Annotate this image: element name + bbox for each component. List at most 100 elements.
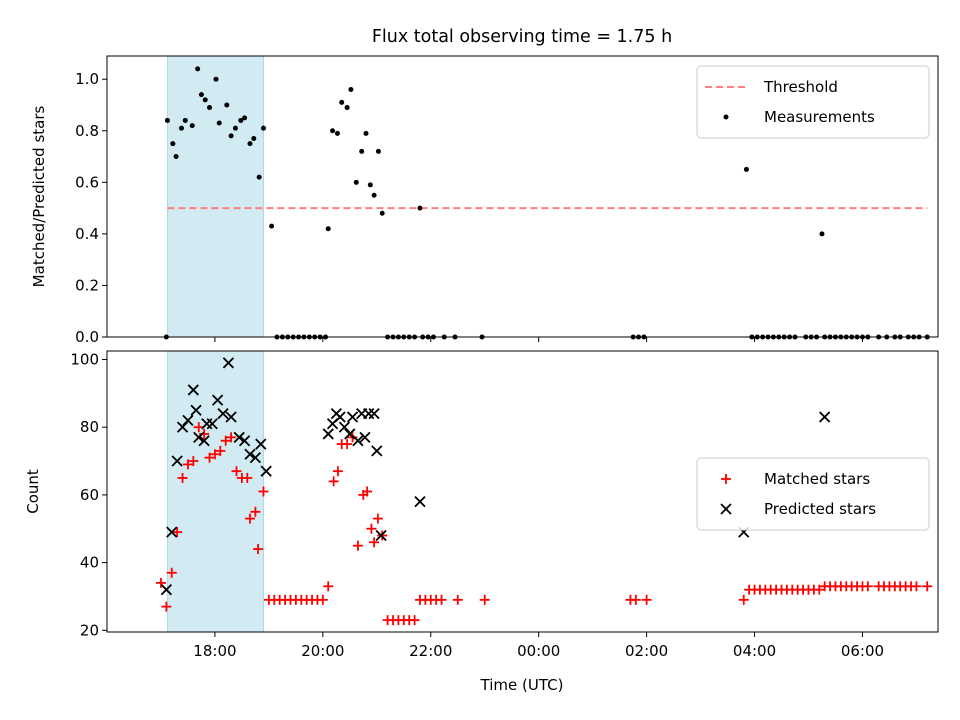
matched-star-point [738,594,749,605]
x-stroke-b [182,414,194,427]
predicted-star-point [225,411,237,423]
matched-star-point [372,513,383,524]
measurement-point [173,154,179,160]
measurement-point [182,117,188,123]
x-stroke-b [211,394,224,406]
x-tick-label: 18:00 [193,642,236,660]
measurement-point [164,117,170,123]
bottom-panel-frame [106,350,939,633]
measurement-point [371,192,377,198]
legend-matched-swatch [721,474,731,484]
x-stroke-b [359,431,371,443]
legend-box [696,457,930,531]
predicted-star-point [352,435,364,447]
legend-predicted-swatch [720,503,732,515]
matched-star-point [641,594,652,605]
x-stroke-b [217,407,229,420]
top-panel-frame [106,55,939,338]
y-tick-label: 40 [80,554,99,572]
y-tick-label: 0.8 [75,122,99,140]
measurement-point [363,130,369,136]
x-stroke-b [198,435,210,447]
predicted-star-point [371,445,383,457]
predicted-star-point [187,384,199,396]
matched-star-point [342,439,353,450]
matched-star-point [814,584,825,595]
measurement-point [202,97,208,103]
matched-star-point [220,435,231,446]
matched-star-point [172,527,183,538]
x-stroke-b [352,435,364,447]
y-tick-label: 0.0 [75,328,99,346]
x-stroke-b [193,431,205,443]
x-stroke-b [255,438,267,450]
measurement-point [353,179,359,185]
measurement-point [379,210,385,216]
predicted-star-point [160,584,172,596]
predicted-star-point [190,404,202,416]
x-axis-label: Time (UTC) [480,676,564,694]
measurement-point [743,166,749,172]
predicted-star-point [206,418,218,430]
measurement-point [334,130,340,136]
matched-star-point [250,506,261,517]
x-tick-label: 20:00 [301,642,344,660]
measurement-point [242,115,248,121]
x-stroke-b [222,357,235,369]
matched-star-point [209,449,220,460]
x-stroke-b [334,411,346,423]
legend-label: Measurements [764,108,875,126]
measurement-point [330,128,336,134]
x-stroke-b [375,529,387,542]
x-stroke-b [371,445,383,457]
predicted-star-point [375,529,387,542]
x-stroke-b [819,411,831,423]
matched-star-point [366,523,377,534]
predicted-star-point [171,455,183,467]
x-stroke-b [206,418,218,430]
legend-label: Predicted stars [764,500,876,518]
x-stroke-b [233,431,245,443]
matched-star-point [479,594,490,605]
x-stroke-b [368,407,380,420]
matched-star-point [166,567,177,578]
matched-star-point [317,594,328,605]
matched-star-point [182,459,193,470]
measurement-point [359,148,365,154]
predicted-star-point [249,452,262,464]
matched-star-point [258,486,269,497]
measurement-point [247,141,253,147]
matched-star-point [922,581,933,592]
measurement-point [269,223,275,229]
matched-star-point [242,472,253,483]
y-tick-label: 0.4 [75,225,99,243]
legend-measurement-swatch [723,114,729,120]
measurement-point [195,66,201,72]
x-stroke-b [414,496,426,508]
matched-star-point [452,594,463,605]
matched-star-point [369,537,380,548]
x-stroke-b [260,465,272,477]
matched-star-point [253,544,264,555]
measurement-point [417,205,423,211]
measurement-point [213,76,219,82]
matched-star-point [204,452,215,463]
legend-label: Threshold [763,78,838,96]
x-stroke-b [720,503,732,515]
bottom-y-axis-label: Count [24,469,42,514]
x-tick-label: 04:00 [733,642,776,660]
matched-star-point [215,445,226,456]
top-panel: Threshold Measurements 0.0 0.2 0.4 0.6 0.8 1.0… [30,55,939,346]
x-stroke-b [244,448,256,460]
y-tick-label: 80 [80,418,99,436]
matched-star-point [199,428,210,439]
measurement-point [344,105,350,111]
x-stroke-b [338,421,351,433]
matched-star-point [323,581,334,592]
x-tick-label: 06:00 [841,642,884,660]
observing-window-span [166,350,264,633]
measurement-point [367,182,373,188]
matched-star-point [630,594,641,605]
predicted-star-point [166,526,178,538]
predicted-star-point [238,435,251,447]
